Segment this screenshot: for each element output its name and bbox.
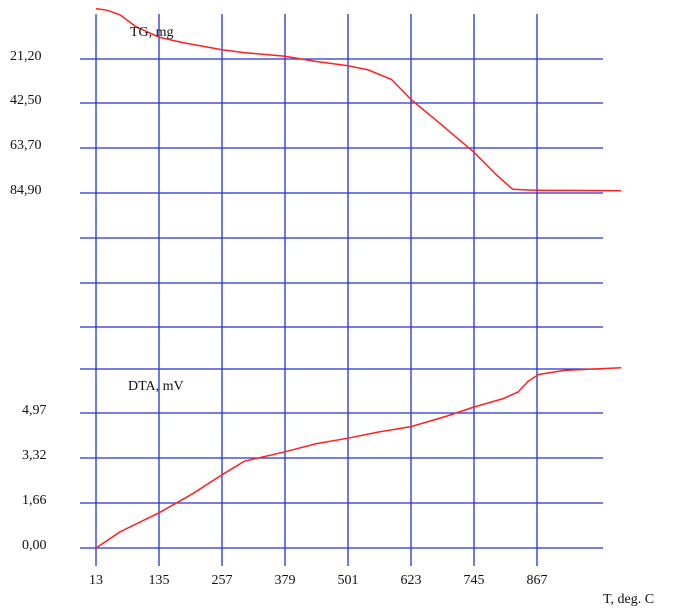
dta-series-line [95,366,622,549]
dta-y-tick-label: 0,00 [22,538,47,553]
x-tick-label: 379 [275,573,296,588]
tg-y-tick-label: 63,70 [10,138,42,153]
x-tick-label: 257 [212,573,233,588]
dta-y-tick-label: 4,97 [22,403,47,418]
dta-axis-title: DTA, mV [128,379,184,394]
x-tick-label: 623 [401,573,422,588]
series-layer [95,7,622,549]
grid [80,14,603,566]
dta-y-tick-label: 3,32 [22,448,47,463]
tg-y-tick-label: 21,20 [10,49,42,64]
tg-y-tick-label: 42,50 [10,93,42,108]
x-tick-label: 745 [464,573,485,588]
tg-axis-title: TG, mg [130,25,174,40]
dta-y-tick-label: 1,66 [22,493,47,508]
x-tick-label: 501 [338,573,359,588]
x-tick-label: 867 [527,573,548,588]
x-tick-label: 135 [149,573,170,588]
x-tick-label: 13 [89,573,103,588]
tg-y-tick-label: 84,90 [10,183,42,198]
x-axis-title: T, deg. C [603,592,654,607]
labels: TG, mg DTA, mV T, deg. C 13 135 257 379 501 6… [10,25,654,607]
tg-series-line [95,7,622,192]
